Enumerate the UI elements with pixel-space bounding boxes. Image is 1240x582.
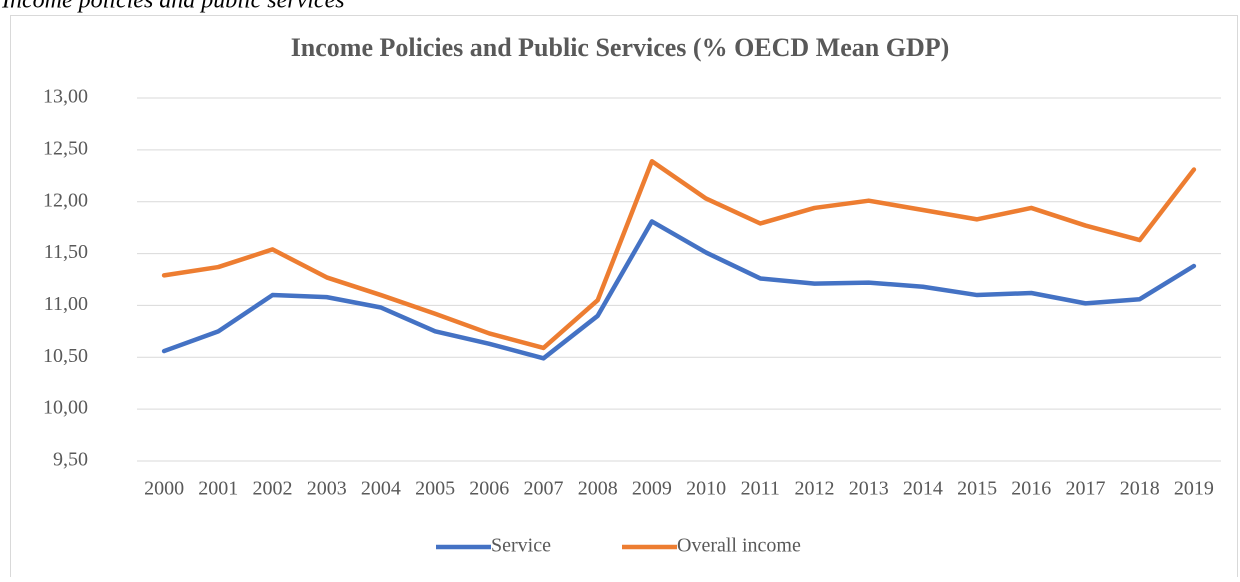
- x-tick-label: 2008: [578, 478, 618, 500]
- y-tick-label: 9,50: [53, 449, 88, 471]
- series-line: [161, 159, 1197, 351]
- y-tick-label: 11,50: [44, 241, 88, 263]
- x-tick-label: 2015: [957, 478, 997, 500]
- x-tick-label: 2006: [469, 478, 509, 500]
- x-tick-label: 2018: [1120, 478, 1160, 500]
- chart-title: Income Policies and Public Services (% O…: [291, 33, 950, 62]
- x-tick-label: 2002: [253, 478, 293, 500]
- x-tick-label: 2005: [415, 478, 455, 500]
- y-tick-label: 12,00: [43, 189, 88, 211]
- legend-label: Service: [491, 535, 551, 557]
- x-tick-label: 2014: [903, 478, 943, 500]
- y-tick-label: 11,00: [44, 293, 88, 315]
- x-tick-label: 2012: [795, 478, 835, 500]
- legend-label: Overall income: [677, 535, 801, 557]
- chart-frame: [10, 15, 1238, 582]
- y-tick-label: 12,50: [43, 137, 88, 159]
- caption: Income policies and public services: [1, 0, 345, 14]
- x-tick-label: 2001: [198, 478, 238, 500]
- series-line: [161, 219, 1197, 361]
- y-tick-label: 13,00: [43, 86, 88, 108]
- x-tick-label: 2004: [361, 478, 401, 500]
- y-tick-label: 10,50: [43, 345, 88, 367]
- x-tick-label: 2013: [849, 478, 889, 500]
- y-tick-label: 10,00: [43, 397, 88, 419]
- x-tick-label: 2010: [686, 478, 726, 500]
- x-tick-label: 2000: [144, 478, 184, 500]
- x-tick-label: 2017: [1066, 478, 1106, 500]
- x-tick-label: 2019: [1174, 478, 1214, 500]
- x-tick-label: 2003: [307, 478, 347, 500]
- x-tick-label: 2009: [632, 478, 672, 500]
- x-tick-label: 2007: [524, 478, 564, 500]
- x-tick-label: 2016: [1011, 478, 1051, 500]
- x-tick-label: 2011: [741, 478, 780, 500]
